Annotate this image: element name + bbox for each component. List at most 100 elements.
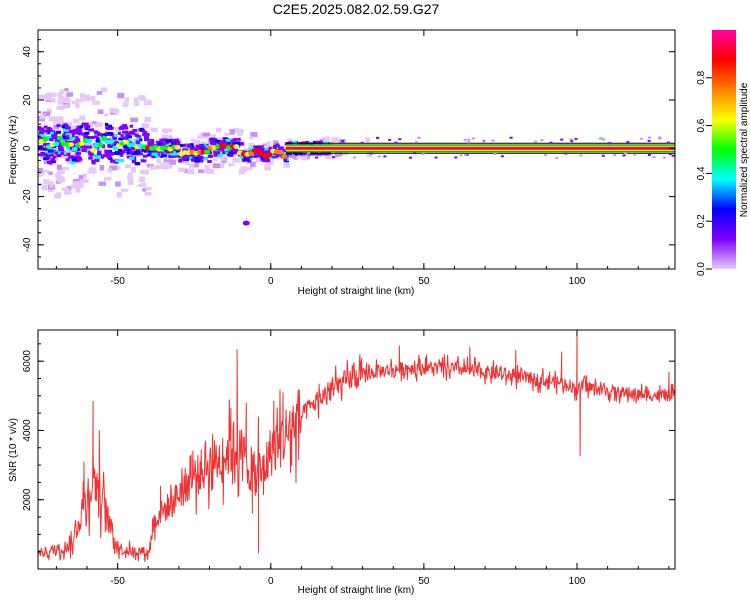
spectral-cell — [42, 142, 49, 146]
spectral-cell — [39, 147, 43, 151]
spectral-cell — [467, 141, 471, 144]
spectral-cell — [569, 138, 573, 141]
spectral-cell — [107, 131, 113, 135]
spectral-cell — [139, 97, 147, 101]
spectral-cell — [256, 154, 260, 158]
spectral-cell — [86, 138, 93, 144]
spectral-cell — [117, 148, 123, 152]
spectral-cell — [70, 125, 77, 131]
spectral-cell — [459, 154, 463, 157]
spectral-cell — [178, 159, 183, 163]
spectral-cell — [218, 141, 224, 145]
spectral-cell — [160, 152, 164, 156]
spectral-cell — [144, 192, 152, 196]
spectral-cell — [132, 130, 140, 136]
spectral-cell — [192, 148, 198, 152]
spectral-cell — [119, 150, 126, 154]
spectral-cell — [172, 154, 179, 158]
spectral-cell — [293, 140, 297, 144]
spectral-cell — [38, 173, 42, 178]
spectral-cell — [39, 113, 45, 120]
spectral-cell — [105, 131, 110, 135]
spectral-cell — [96, 131, 101, 135]
spectral-cell — [284, 142, 289, 146]
spectral-cell — [143, 135, 149, 139]
spectral-cell — [135, 137, 140, 141]
spectral-cell — [161, 154, 167, 158]
spectral-cell — [250, 162, 256, 168]
spectral-cell — [116, 191, 122, 198]
snr-frame — [37, 329, 676, 570]
spectral-cell — [47, 156, 51, 160]
spectral-cell — [287, 138, 293, 144]
spectral-cell — [150, 127, 158, 133]
spectral-cell — [68, 129, 74, 133]
spectral-cell — [233, 127, 239, 133]
spectral-cell — [212, 163, 221, 169]
spectral-cell — [61, 125, 66, 129]
spectral-cell — [230, 139, 236, 143]
spectral-cell — [141, 182, 147, 187]
spectral-cell — [148, 150, 154, 154]
spectral-cell — [138, 146, 144, 151]
spectral-cell — [114, 160, 119, 164]
spectral-cell — [222, 141, 227, 145]
spectral-cell — [123, 147, 129, 151]
spectral-cell — [564, 152, 568, 155]
spectral-cell — [88, 152, 92, 156]
spectral-cell — [47, 149, 54, 153]
spectral-cell — [491, 139, 495, 142]
spectral-cell — [128, 179, 134, 185]
colorbar-label: Normalized spectral amplitude — [739, 82, 750, 217]
colorbar-tick-label: 0.8 — [696, 70, 707, 84]
spectral-cell — [38, 94, 45, 100]
spectral-cell — [237, 131, 243, 136]
spectrogram-x-tick-label: 100 — [569, 276, 586, 287]
spectrogram-ticks: -50 0 50 100 40 20 0 -20 -40 — [22, 30, 675, 287]
spectral-cell — [57, 120, 64, 127]
spectral-cell — [57, 99, 66, 105]
spectral-cell — [155, 164, 161, 170]
spectral-cell — [203, 148, 208, 152]
spectral-cell — [90, 147, 97, 153]
spectral-cell — [101, 87, 107, 92]
spectral-cell — [215, 139, 221, 143]
spectral-cell — [101, 133, 107, 137]
spectral-cell — [74, 136, 79, 140]
spectral-cell — [82, 173, 87, 179]
spectral-cell — [341, 140, 345, 143]
spectral-cell — [127, 174, 134, 180]
spectral-cell — [160, 138, 165, 142]
spectral-cell — [332, 156, 336, 159]
spectral-cell — [86, 145, 93, 149]
spectral-cell — [57, 142, 63, 146]
spectral-cell — [107, 143, 112, 147]
snr-ticks: -50 0 50 100 2000 4000 6000 — [22, 330, 675, 587]
spectral-cell — [120, 153, 124, 157]
spectral-cell — [195, 148, 200, 152]
spectral-cell — [534, 140, 538, 143]
spectral-cell — [91, 161, 96, 165]
spectral-cell — [555, 157, 559, 160]
spectral-cell — [272, 144, 278, 148]
spectral-cell — [79, 93, 85, 99]
spectral-cell — [62, 135, 69, 139]
spectral-cell — [198, 169, 205, 174]
spectral-cell — [128, 131, 134, 135]
spectral-cell — [207, 160, 212, 164]
spectral-cell — [163, 158, 170, 165]
spectral-cell — [153, 155, 159, 159]
spectral-cell — [47, 130, 52, 134]
spectral-cell — [85, 121, 94, 127]
spectral-cell — [579, 154, 583, 157]
spectral-cell — [322, 136, 330, 142]
spectral-cell — [39, 130, 44, 134]
spectral-cell — [144, 117, 152, 123]
spectrogram-x-tick-label: 50 — [418, 276, 430, 287]
spectral-cell — [137, 95, 146, 100]
spectral-cell — [73, 152, 80, 158]
spectral-cell — [71, 133, 75, 137]
spectral-cell — [41, 169, 50, 174]
spectral-cell — [88, 128, 95, 132]
spectral-cell — [168, 154, 172, 158]
